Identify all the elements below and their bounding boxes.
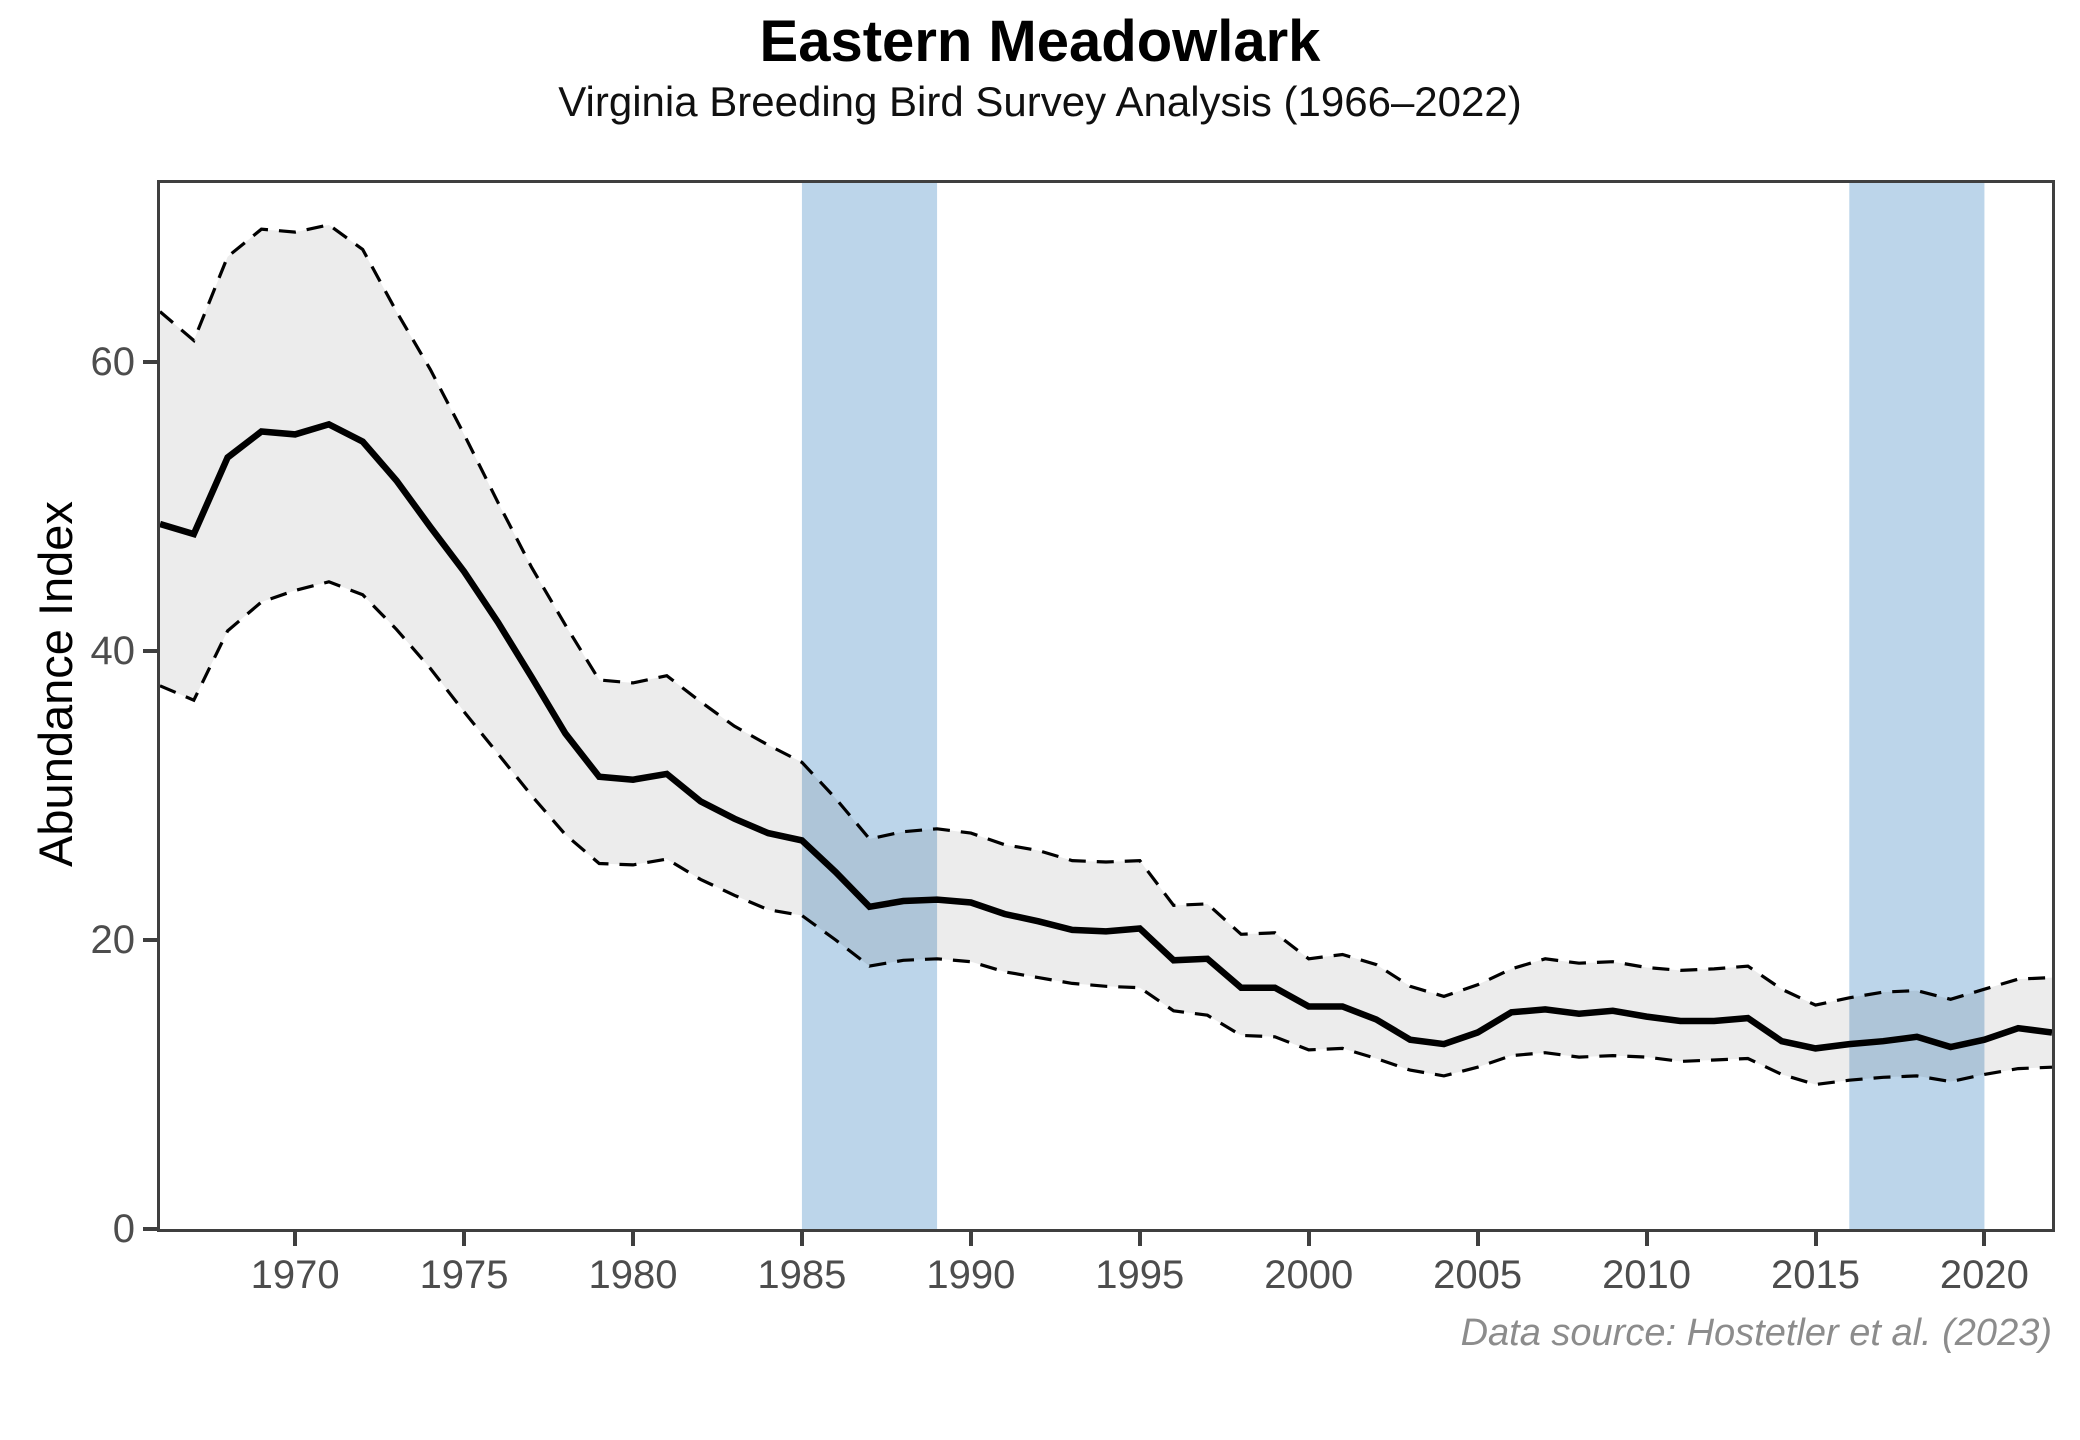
highlight-band: [801, 183, 938, 1229]
x-tick-label: 1995: [1095, 1253, 1185, 1297]
x-tick: [293, 1232, 298, 1246]
lower-ci-line: [160, 580, 2052, 1087]
plot-panel: [157, 180, 2055, 1232]
x-tick: [799, 1232, 804, 1246]
y-tick-label: 20: [90, 918, 136, 963]
x-tick-label: 1990: [926, 1253, 1016, 1297]
highlight-band: [1849, 183, 1985, 1229]
index-line: [160, 420, 2052, 1052]
x-tick: [1475, 1232, 1480, 1246]
x-tick-label: 2010: [1602, 1253, 1692, 1297]
y-tick: [143, 360, 157, 365]
chart-title: Eastern Meadowlark: [759, 9, 1321, 74]
x-tick-label: 2005: [1433, 1253, 1523, 1297]
x-tick-label: 2000: [1264, 1253, 1354, 1297]
y-axis-title: Abundance Index: [29, 501, 82, 867]
x-tick: [1137, 1232, 1142, 1246]
x-tick: [1813, 1232, 1818, 1246]
x-tick-label: 1985: [757, 1253, 847, 1297]
chart-subtitle: Virginia Breeding Bird Survey Analysis (…: [558, 78, 1522, 125]
x-tick: [1982, 1232, 1987, 1246]
line-chart-svg: [160, 183, 2052, 1229]
y-tick: [143, 938, 157, 943]
x-tick: [1306, 1232, 1311, 1246]
y-tick-label: 60: [90, 340, 136, 385]
x-tick: [968, 1232, 973, 1246]
chart-caption: Data source: Hostetler et al. (2023): [1460, 1312, 2052, 1354]
x-tick: [462, 1232, 467, 1246]
x-tick: [1644, 1232, 1649, 1246]
x-tick-label: 2015: [1771, 1253, 1860, 1297]
y-tick-label: 40: [90, 629, 136, 674]
upper-ci-line: [160, 223, 2052, 1007]
x-tick-label: 1970: [250, 1253, 340, 1297]
ci-region: [160, 224, 2052, 1085]
y-tick: [143, 1227, 157, 1231]
x-tick-label: 1980: [588, 1253, 678, 1297]
y-tick-label: 0: [112, 1207, 135, 1251]
x-tick: [631, 1232, 635, 1246]
x-tick-label: 1975: [419, 1253, 509, 1297]
x-tick-label: 2020: [1939, 1253, 2029, 1297]
y-tick: [143, 649, 157, 654]
